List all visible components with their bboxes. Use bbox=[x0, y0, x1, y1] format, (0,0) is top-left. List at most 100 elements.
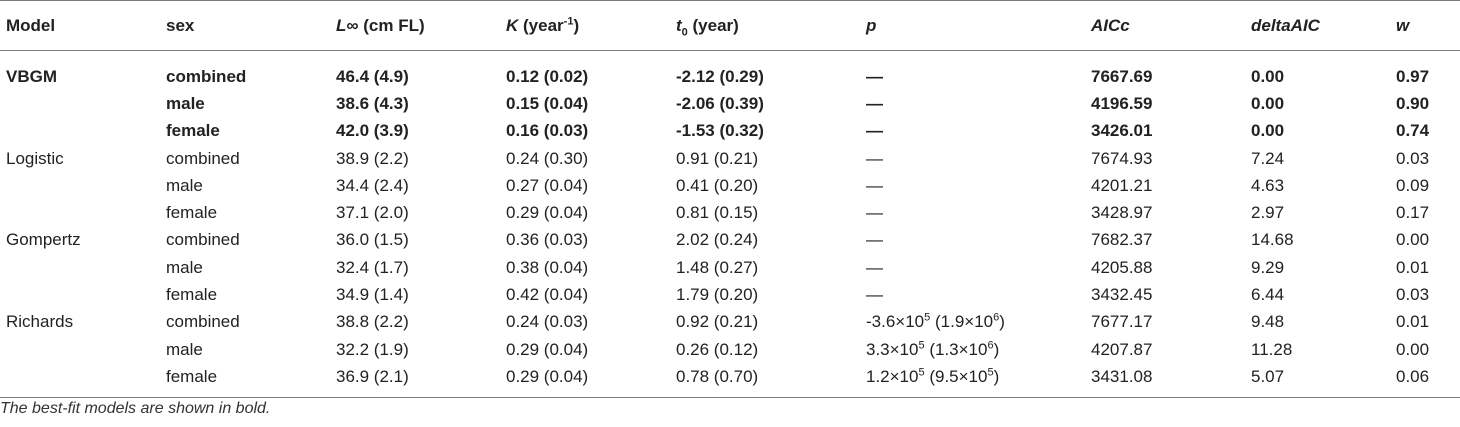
cell-p: — bbox=[866, 230, 883, 250]
header-aicc: AICc bbox=[1085, 0, 1245, 51]
cell-k: 0.12 (0.02) bbox=[506, 66, 589, 86]
cell-delta-aic: 5.07 bbox=[1245, 363, 1390, 398]
cell-sex: combined bbox=[166, 148, 240, 168]
cell-delta-aic: 6.44 bbox=[1251, 285, 1285, 305]
header-linf: L∞ (cm FL) bbox=[330, 0, 500, 51]
cell-delta-aic: 11.28 bbox=[1251, 339, 1293, 359]
p-se: (1.9×10 bbox=[930, 312, 994, 332]
table-row: female 37.1 (2.0) 0.29 (0.04) 0.81 (0.15… bbox=[0, 199, 1460, 226]
k-unit-post: ) bbox=[573, 15, 580, 35]
cell-p: — bbox=[866, 66, 883, 86]
cell-linf: 36.0 (1.5) bbox=[336, 230, 409, 250]
p-estimate: 1.2×10 bbox=[866, 366, 919, 386]
cell-aicc: 4196.59 bbox=[1091, 93, 1153, 113]
table-row: male 32.4 (1.7) 0.38 (0.04) 1.48 (0.27) … bbox=[0, 254, 1460, 281]
cell-sex: female bbox=[166, 285, 218, 305]
cell-k: 0.24 (0.30) bbox=[506, 148, 589, 168]
table-header: Model sex L∞ (cm FL) K (year-1) t0 (year… bbox=[0, 0, 1460, 51]
cell-delta-aic: 14.68 bbox=[1251, 230, 1294, 250]
cell-sex: male bbox=[166, 339, 203, 359]
cell-linf: 38.6 (4.3) bbox=[336, 93, 409, 113]
cell-t0: -1.53 (0.32) bbox=[676, 121, 764, 141]
cell-linf: 38.9 (2.2) bbox=[336, 148, 409, 168]
cell-w: 0.97 bbox=[1396, 66, 1430, 86]
table-row: male 38.6 (4.3) 0.15 (0.04) -2.06 (0.39)… bbox=[0, 90, 1460, 117]
cell-aicc: 7674.93 bbox=[1091, 148, 1153, 168]
cell-k: 0.36 (0.03) bbox=[506, 230, 589, 250]
t0-unit: (year) bbox=[687, 15, 739, 35]
cell-w: 0.09 bbox=[1396, 175, 1430, 195]
cell-t0: -2.06 (0.39) bbox=[676, 93, 764, 113]
cell-p: — bbox=[866, 175, 883, 195]
p-close: ) bbox=[993, 366, 1000, 386]
cell-k: 0.15 (0.04) bbox=[506, 93, 589, 113]
cell-p: — bbox=[866, 203, 883, 223]
cell-t0: 2.02 (0.24) bbox=[676, 230, 759, 250]
p-estimate: 3.3×10 bbox=[866, 339, 919, 359]
linf-symbol: L∞ bbox=[336, 15, 359, 35]
cell-aicc: 3431.08 bbox=[1085, 363, 1245, 398]
cell-model bbox=[0, 363, 160, 398]
header-k: K (year-1) bbox=[500, 0, 670, 51]
cell-w: 0.00 bbox=[1396, 230, 1430, 250]
cell-sex: female bbox=[166, 203, 218, 223]
cell-model bbox=[0, 336, 160, 363]
cell-delta-aic: 0.00 bbox=[1251, 66, 1285, 86]
p-se-exp: 6 bbox=[993, 311, 1000, 324]
cell-p: — bbox=[866, 285, 883, 305]
cell-k: 0.29 (0.04) bbox=[506, 339, 589, 359]
table-row: Gompertz combined 36.0 (1.5) 0.36 (0.03)… bbox=[0, 227, 1460, 254]
p-se: (1.3×10 bbox=[924, 339, 988, 359]
cell-k: 0.42 (0.04) bbox=[506, 285, 589, 305]
cell-aicc: 4201.21 bbox=[1091, 175, 1153, 195]
table-row: VBGM combined 46.4 (4.9) 0.12 (0.02) -2.… bbox=[0, 51, 1460, 91]
cell-model: Richards bbox=[6, 312, 74, 332]
cell-model bbox=[0, 90, 160, 117]
header-row: Model sex L∞ (cm FL) K (year-1) t0 (year… bbox=[0, 0, 1460, 51]
p-estimate-exp: 5 bbox=[918, 366, 925, 379]
header-w: w bbox=[1390, 0, 1460, 51]
table-row: Logistic combined 38.9 (2.2) 0.24 (0.30)… bbox=[0, 145, 1460, 172]
cell-sex: male bbox=[166, 257, 203, 277]
cell-sex: combined bbox=[166, 312, 240, 332]
table-row: Richards combined 38.8 (2.2) 0.24 (0.03)… bbox=[0, 309, 1460, 336]
cell-sex: male bbox=[166, 175, 203, 195]
cell-w: 0.74 bbox=[1396, 121, 1430, 141]
k-unit-sup: -1 bbox=[563, 14, 574, 27]
cell-linf: 36.9 (2.1) bbox=[330, 363, 500, 398]
cell-linf: 37.1 (2.0) bbox=[336, 203, 409, 223]
cell-delta-aic: 2.97 bbox=[1251, 203, 1285, 223]
cell-k: 0.27 (0.04) bbox=[506, 175, 589, 195]
header-p: p bbox=[860, 0, 1085, 51]
cell-linf: 32.2 (1.9) bbox=[336, 339, 409, 359]
cell-p: — bbox=[866, 148, 883, 168]
cell-w: 0.90 bbox=[1396, 93, 1430, 113]
header-model: Model bbox=[0, 0, 160, 51]
cell-w: 0.01 bbox=[1396, 257, 1430, 277]
cell-delta-aic: 9.29 bbox=[1251, 257, 1285, 277]
cell-aicc: 3432.45 bbox=[1091, 285, 1153, 305]
cell-aicc: 7682.37 bbox=[1091, 230, 1153, 250]
cell-model bbox=[0, 172, 160, 199]
table-row: female 42.0 (3.9) 0.16 (0.03) -1.53 (0.3… bbox=[0, 118, 1460, 145]
cell-w: 0.06 bbox=[1390, 363, 1460, 398]
growth-models-table: Model sex L∞ (cm FL) K (year-1) t0 (year… bbox=[0, 0, 1460, 398]
cell-sex: male bbox=[166, 93, 205, 113]
cell-t0: 0.26 (0.12) bbox=[676, 339, 759, 359]
cell-model: VBGM bbox=[6, 66, 57, 86]
p-estimate-exp: 5 bbox=[918, 338, 925, 351]
cell-k: 0.29 (0.04) bbox=[506, 203, 589, 223]
cell-p: 3.3×105 (1.3×106) bbox=[860, 336, 1085, 363]
cell-t0: 0.81 (0.15) bbox=[676, 203, 759, 223]
t0-symbol: t bbox=[676, 15, 682, 35]
cell-sex: female bbox=[166, 121, 220, 141]
p-se: (9.5×10 bbox=[924, 366, 988, 386]
header-t0: t0 (year) bbox=[670, 0, 860, 51]
linf-unit: (cm FL) bbox=[358, 15, 425, 35]
cell-k: 0.24 (0.03) bbox=[506, 312, 589, 332]
cell-aicc: 7667.69 bbox=[1091, 66, 1153, 86]
cell-aicc: 4207.87 bbox=[1091, 339, 1153, 359]
cell-aicc: 3426.01 bbox=[1091, 121, 1153, 141]
cell-p: 1.2×105 (9.5×105) bbox=[860, 363, 1085, 398]
